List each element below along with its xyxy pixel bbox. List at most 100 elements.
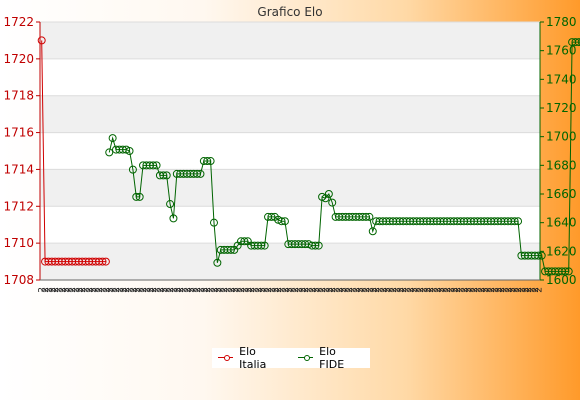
x-tick-label: 2 [71, 287, 81, 293]
x-tick-label: 2 [234, 287, 244, 293]
x-tick-label: 2 [301, 287, 311, 293]
y-tick-label-left: 1720 [3, 52, 34, 66]
x-tick-label: 2 [122, 287, 132, 293]
x-tick-label: 2 [511, 287, 521, 293]
y-tick-label-left: 1712 [3, 199, 34, 213]
grid-band [40, 95, 540, 133]
x-tick-label: 2 [409, 287, 419, 293]
x-tick-label: 2 [416, 287, 426, 293]
y-tick-label-right: 1700 [546, 130, 577, 144]
y-tick-label-right: 1680 [546, 158, 577, 172]
x-tick-label: 2 [419, 287, 429, 293]
x-tick-label: 2 [163, 287, 173, 293]
x-tick-label: 2 [78, 287, 88, 293]
y-tick-label-left: 1716 [3, 126, 34, 140]
x-tick-label: 2 [278, 287, 288, 293]
x-tick-label: 2 [240, 287, 250, 293]
x-tick-label: 2 [332, 287, 342, 293]
data-point-fide [514, 217, 523, 226]
x-tick-label: 2 [169, 287, 179, 293]
data-point-fide [362, 212, 371, 221]
data-point-fide [135, 192, 144, 201]
data-point-fide [537, 251, 546, 260]
legend-swatch-fide [298, 354, 314, 362]
x-tick-label: 2 [224, 287, 234, 293]
data-point-fide [324, 190, 333, 198]
x-tick-label: 2 [305, 287, 315, 293]
x-tick-label: 2 [318, 287, 328, 293]
data-point-fide [277, 217, 286, 226]
x-tick-label: 2 [450, 287, 460, 293]
data-point-fide [314, 241, 323, 250]
x-tick-label: 2 [517, 287, 527, 293]
x-tick-label: 2 [109, 287, 119, 293]
x-tick-label: 2 [507, 287, 517, 293]
legend-label-italia: Elo Italia [239, 345, 267, 371]
x-tick-label: 2 [325, 287, 335, 293]
x-tick-label: 2 [521, 287, 531, 293]
x-tick-label: 2 [288, 287, 298, 293]
x-tick-label: 2 [386, 287, 396, 293]
x-tick-label: 2 [369, 287, 379, 293]
x-tick-label: 2 [139, 287, 149, 293]
x-tick-label: 2 [490, 287, 500, 293]
data-point-fide [240, 237, 249, 246]
x-tick-label: 2 [338, 287, 348, 293]
x-tick-label: 2 [51, 287, 61, 293]
x-tick-label: 2 [230, 287, 240, 293]
x-tick-label: 2 [376, 287, 386, 293]
x-tick-label: 2 [467, 287, 477, 293]
grid-band [40, 243, 540, 280]
y-tick-label-right: 1600 [546, 273, 577, 287]
chart-title: Grafico Elo [257, 5, 322, 19]
y-tick-label-left: 1708 [3, 273, 34, 287]
x-tick-label: 2 [196, 287, 206, 293]
x-tick-label: 2 [112, 287, 122, 293]
x-tick-label: 2 [44, 287, 54, 293]
data-point-fide [311, 241, 320, 250]
x-tick-label: 2 [254, 287, 264, 293]
x-tick-label: 2 [487, 287, 497, 293]
x-tick-label: 2 [352, 287, 362, 293]
x-tick-label: 2 [328, 287, 338, 293]
x-tick-label: 2 [136, 287, 146, 293]
x-tick-label: 2 [284, 287, 294, 293]
x-tick-label: 2 [220, 287, 230, 293]
x-tick-label: 2 [453, 287, 463, 293]
x-tick-label: 2 [190, 287, 200, 293]
x-tick-label: 2 [389, 287, 399, 293]
data-point-fide [564, 267, 573, 276]
x-tick-label: 2 [186, 287, 196, 293]
x-tick-label: 2 [355, 287, 365, 293]
x-tick-label: 2 [166, 287, 176, 293]
x-tick-label: 2 [497, 287, 507, 293]
data-point-fide [128, 165, 137, 174]
x-tick-label: 2 [308, 287, 318, 293]
x-tick-label: 2 [494, 287, 504, 293]
x-tick-label: 2 [142, 287, 152, 293]
x-tick-label: 2 [291, 287, 301, 293]
x-tick-label: 2 [61, 287, 71, 293]
data-point-fide [169, 214, 178, 223]
x-tick-label: 2 [92, 287, 102, 293]
x-tick-label: 2 [115, 287, 125, 293]
legend-label-fide: Elo FIDE [319, 345, 345, 371]
y-tick-label-right: 1620 [546, 244, 577, 258]
x-tick-label: 2 [95, 287, 105, 293]
x-tick-label: 2 [264, 287, 274, 293]
x-tick-label: 2 [399, 287, 409, 293]
x-tick-label: 2 [501, 287, 511, 293]
x-tick-label: 2 [311, 287, 321, 293]
x-tick-label: 2 [65, 287, 75, 293]
x-tick-label: 2 [99, 287, 109, 293]
x-tick-label: 2 [423, 287, 433, 293]
x-tick-label: 2 [281, 287, 291, 293]
x-tick-label: 2 [58, 287, 68, 293]
x-tick-label: 2 [105, 287, 115, 293]
x-tick-label: 2 [200, 287, 210, 293]
x-tick-label: 2 [247, 287, 257, 293]
x-tick-label: 2 [440, 287, 450, 293]
y-tick-label-right: 1780 [546, 15, 577, 29]
x-tick-label: 2 [193, 287, 203, 293]
x-tick-label: 2 [365, 287, 375, 293]
